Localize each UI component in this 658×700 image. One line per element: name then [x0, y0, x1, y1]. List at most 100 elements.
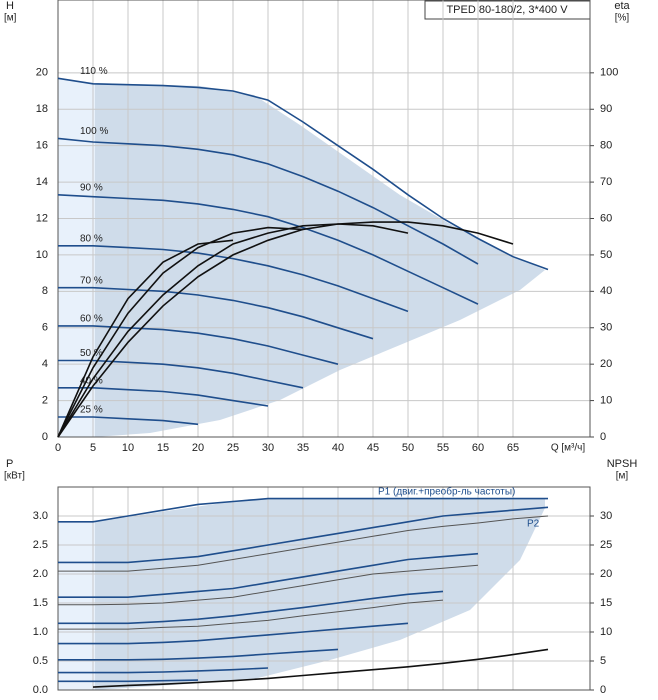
curve [58, 599, 444, 630]
curve-label: 50 % [80, 348, 103, 359]
curve [58, 506, 549, 564]
y-tick-label: 0.5 [33, 655, 48, 667]
curve [58, 648, 339, 661]
x-tick-label: 50 [402, 442, 414, 454]
y2-tick-label: 0 [600, 684, 606, 696]
low-flow-area [58, 522, 95, 690]
y2-tick-label: 20 [600, 358, 612, 370]
y-tick-label: 14 [36, 176, 48, 188]
y2-tick-label: 30 [600, 322, 612, 334]
annotation: P1 (двиг.+преобр-ль частоты) [378, 486, 515, 498]
curve-label: 110 % [80, 66, 108, 77]
x-tick-label: 60 [472, 442, 484, 454]
y2-tick-label: 40 [600, 285, 612, 297]
curve [57, 221, 514, 438]
y-tick-label: 18 [36, 103, 48, 115]
curve-label: 25 % [80, 405, 103, 416]
low-flow-area [58, 78, 95, 437]
x-axis-label: Q [м³/ч] [551, 443, 586, 454]
x-tick-label: 55 [437, 442, 449, 454]
y2-tick-label: 25 [600, 539, 612, 551]
curve [58, 515, 549, 572]
x-tick-label: 5 [90, 442, 96, 454]
curve [58, 245, 409, 313]
curve [57, 223, 409, 438]
plot-frame [57, 486, 591, 691]
x-tick-label: 30 [262, 442, 274, 454]
curve [58, 325, 339, 365]
y2-axis-label: NPSH [607, 458, 638, 470]
y-tick-label: 2 [42, 394, 48, 406]
curve [58, 590, 444, 625]
y-axis-label: P [6, 458, 13, 470]
curve-label: 60 % [80, 314, 103, 325]
y-tick-label: 1.5 [33, 597, 48, 609]
y2-tick-label: 15 [600, 597, 612, 609]
curve [57, 239, 234, 438]
curve [57, 77, 549, 271]
curve [57, 137, 479, 265]
curve [57, 194, 479, 305]
y2-tick-label: 0 [600, 431, 606, 443]
x-tick-label: 0 [55, 442, 61, 454]
curve-label: 90 % [80, 182, 103, 193]
x-tick-label: 65 [507, 442, 519, 454]
y-tick-label: 1.0 [33, 626, 48, 638]
y-tick-label: 10 [36, 249, 48, 261]
curve [58, 667, 269, 674]
x-tick-label: 20 [192, 442, 204, 454]
operating-area [95, 83, 545, 437]
y2-tick-label: 70 [600, 176, 612, 188]
curve [92, 648, 549, 688]
curve-label: 80 % [80, 233, 103, 244]
plot-frame [57, 0, 591, 438]
y2-tick-label: 80 [600, 140, 612, 152]
y2-tick-label: 30 [600, 510, 612, 522]
x-tick-label: 35 [297, 442, 309, 454]
curve-label: 70 % [80, 275, 103, 286]
x-tick-label: 10 [122, 442, 134, 454]
y-axis-unit: [кВт] [4, 471, 25, 482]
y-tick-label: 2.0 [33, 568, 48, 580]
curve [57, 226, 304, 438]
y2-tick-label: 10 [600, 394, 612, 406]
curve [58, 359, 304, 389]
y2-axis-label: eta [614, 0, 630, 12]
y-axis-unit: [м] [4, 13, 17, 24]
y-tick-label: 8 [42, 285, 48, 297]
operating-area [95, 498, 545, 690]
y2-tick-label: 50 [600, 249, 612, 261]
curve [58, 622, 409, 645]
curve-label: 100 % [80, 126, 108, 137]
y2-tick-label: 5 [600, 655, 606, 667]
curve [58, 286, 374, 340]
y-tick-label: 0 [42, 431, 48, 443]
x-tick-label: 40 [332, 442, 344, 454]
y2-axis-unit: [м] [616, 471, 629, 482]
annotation: P2 [527, 519, 540, 530]
y-tick-label: 6 [42, 322, 48, 334]
x-tick-label: 25 [227, 442, 239, 454]
y-tick-label: 0.0 [33, 684, 48, 696]
y-tick-label: 20 [36, 67, 48, 79]
curve [58, 497, 548, 523]
y2-axis-unit: [%] [615, 13, 630, 24]
x-tick-label: 15 [157, 442, 169, 454]
y2-tick-label: 100 [600, 67, 618, 79]
curve [58, 387, 269, 407]
curve [58, 416, 199, 426]
y2-tick-label: 10 [600, 626, 612, 638]
y-tick-label: 4 [42, 358, 48, 370]
chart-title: TPED 80-180/2, 3*400 V [446, 4, 568, 16]
y-tick-label: 2.5 [33, 539, 48, 551]
curve [58, 679, 199, 683]
y-tick-label: 3.0 [33, 510, 48, 522]
curve [58, 552, 479, 598]
curve [58, 564, 479, 606]
y-axis-label: H [6, 0, 14, 12]
y2-tick-label: 90 [600, 103, 612, 115]
y-tick-label: 12 [36, 212, 48, 224]
x-tick-label: 45 [367, 442, 379, 454]
y2-tick-label: 60 [600, 212, 612, 224]
